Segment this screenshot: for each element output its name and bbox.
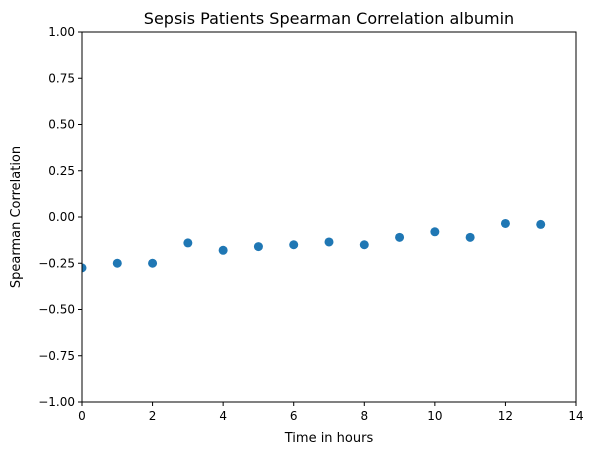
data-point bbox=[289, 240, 299, 250]
x-axis-label: Time in hours bbox=[284, 431, 374, 446]
y-tick-label: −1.00 bbox=[38, 395, 75, 409]
x-tick-label: 12 bbox=[498, 409, 513, 423]
y-axis: 1.00 0.75 0.50 0.25 0.00 −0.25 −0.50 −0.75 −1.00 bbox=[38, 25, 82, 409]
data-point bbox=[536, 219, 546, 229]
y-tick-label: 0.50 bbox=[48, 118, 75, 132]
y-tick-label: −0.75 bbox=[38, 349, 75, 363]
data-point bbox=[253, 242, 263, 252]
y-tick-label: −0.25 bbox=[38, 256, 75, 270]
chart-title: Sepsis Patients Spearman Correlation alb… bbox=[144, 9, 514, 28]
plot-frame bbox=[81, 31, 577, 403]
x-tick-label: 4 bbox=[219, 409, 227, 423]
data-point bbox=[500, 218, 510, 228]
y-tick-label: 0.25 bbox=[48, 164, 75, 178]
x-tick-label: 0 bbox=[78, 409, 86, 423]
x-tick-label: 10 bbox=[427, 409, 442, 423]
data-point bbox=[82, 263, 87, 273]
data-points bbox=[82, 218, 546, 273]
data-point bbox=[112, 258, 122, 268]
x-tick-label: 2 bbox=[149, 409, 157, 423]
y-axis-label: Spearman Correlation bbox=[9, 146, 24, 288]
y-tick-label: 0.00 bbox=[48, 210, 75, 224]
data-point bbox=[324, 237, 334, 247]
data-point bbox=[183, 238, 193, 248]
x-tick-label: 6 bbox=[290, 409, 298, 423]
data-point bbox=[395, 232, 405, 242]
data-point bbox=[148, 258, 158, 268]
x-axis: 0 2 4 6 8 10 12 14 bbox=[78, 402, 584, 423]
x-tick-label: 14 bbox=[568, 409, 583, 423]
data-point bbox=[465, 232, 475, 242]
y-tick-label: 0.75 bbox=[48, 71, 75, 85]
data-point bbox=[430, 227, 440, 237]
y-tick-label: −0.50 bbox=[38, 303, 75, 317]
y-tick-label: 1.00 bbox=[48, 25, 75, 39]
x-tick-label: 8 bbox=[360, 409, 368, 423]
data-point bbox=[218, 245, 228, 255]
data-point bbox=[359, 240, 369, 250]
